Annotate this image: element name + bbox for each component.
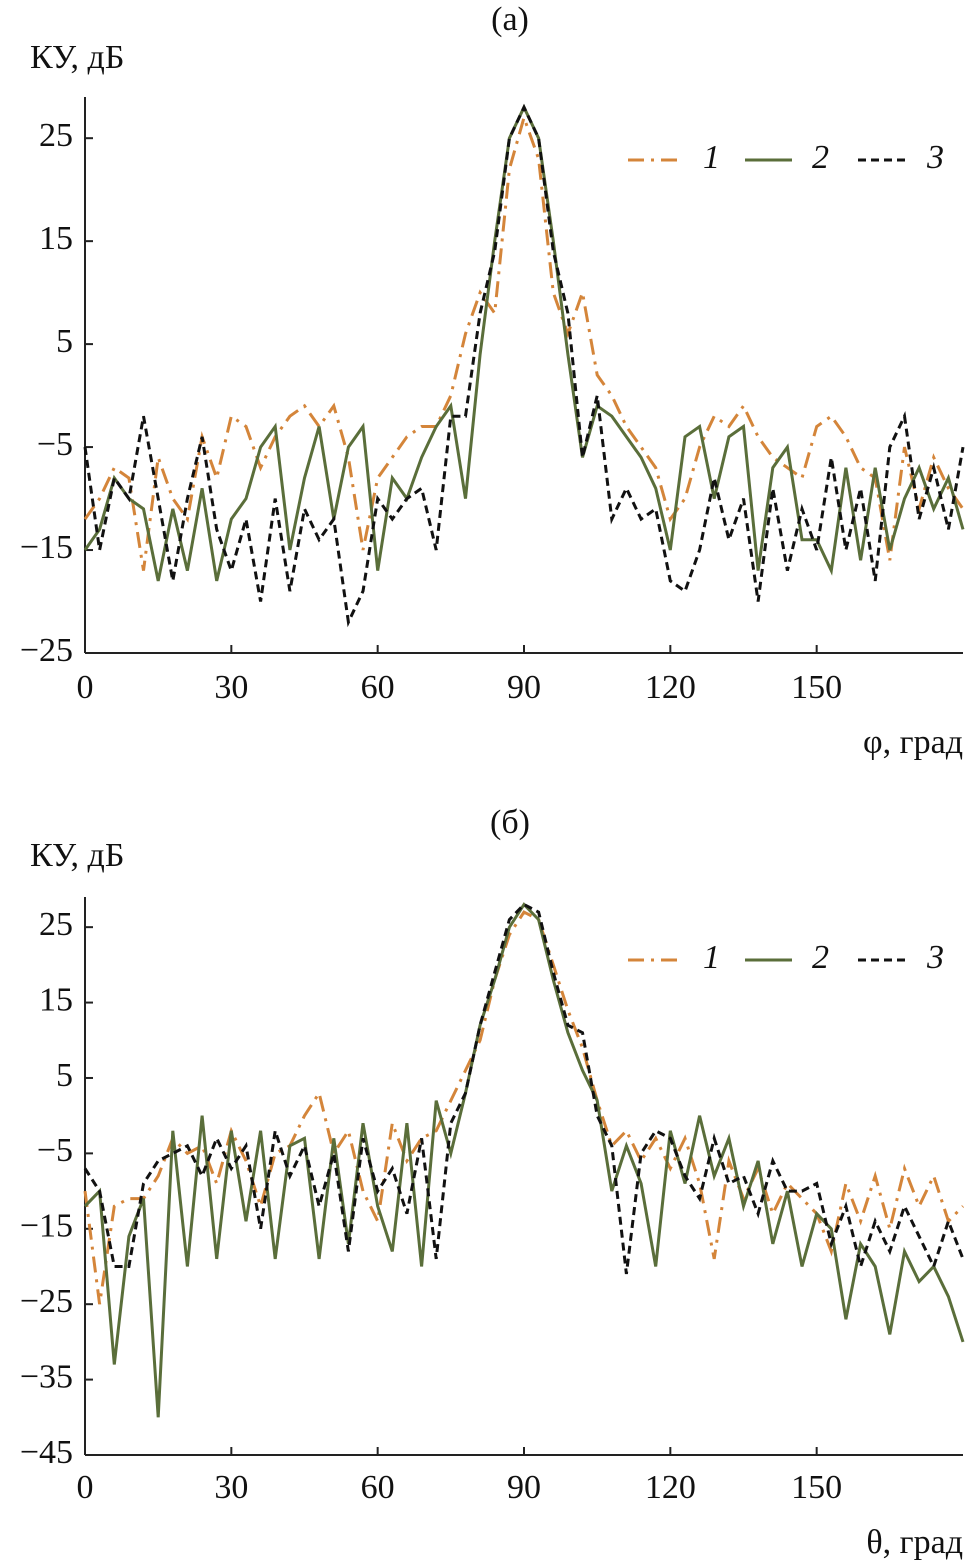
series-line — [83, 103, 965, 582]
y-tick-label: 25 — [39, 117, 73, 154]
y-tick-label: 25 — [39, 906, 73, 943]
y-tick-label: −5 — [37, 1132, 73, 1169]
legend-label: 2 — [812, 139, 829, 176]
x-axis-label: θ, град — [866, 1524, 963, 1561]
x-tick-label: 30 — [214, 669, 248, 706]
series-line — [83, 902, 965, 1418]
series-line — [83, 112, 965, 571]
y-tick-label: 15 — [39, 981, 73, 1018]
legend-label: 1 — [703, 939, 720, 976]
series-line — [83, 902, 965, 1275]
y-axis-label: КУ, дБ — [30, 39, 124, 76]
y-tick-label: −15 — [20, 529, 73, 566]
y-tick-label: −25 — [20, 1283, 73, 1320]
legend-label: 1 — [703, 139, 720, 176]
y-tick-label: −15 — [20, 1208, 73, 1245]
y-tick-label: 5 — [56, 323, 73, 360]
panel-title: (б) — [490, 804, 530, 841]
y-tick-label: −5 — [37, 426, 73, 463]
legend-label: 2 — [812, 939, 829, 976]
x-tick-label: 150 — [791, 1469, 842, 1506]
x-tick-label: 120 — [645, 669, 696, 706]
y-tick-label: 15 — [39, 220, 73, 257]
panel-title: (а) — [491, 1, 529, 38]
x-tick-label: 120 — [645, 1469, 696, 1506]
x-tick-label: 90 — [507, 1469, 541, 1506]
y-tick-label: −25 — [20, 632, 73, 669]
x-tick-label: 60 — [361, 669, 395, 706]
x-tick-label: 30 — [214, 1469, 248, 1506]
series-line — [83, 103, 965, 628]
x-tick-label: 150 — [791, 669, 842, 706]
x-tick-label: 90 — [507, 669, 541, 706]
y-tick-label: −45 — [20, 1434, 73, 1471]
y-axis-label: КУ, дБ — [30, 837, 124, 874]
y-tick-label: −35 — [20, 1358, 73, 1395]
x-tick-label: 60 — [361, 1469, 395, 1506]
x-axis-label: φ, град — [863, 724, 963, 761]
x-tick-label: 0 — [77, 669, 94, 706]
x-tick-label: 0 — [77, 1469, 94, 1506]
legend-label: 3 — [926, 939, 944, 976]
legend-label: 3 — [926, 139, 944, 176]
y-tick-label: 5 — [56, 1057, 73, 1094]
